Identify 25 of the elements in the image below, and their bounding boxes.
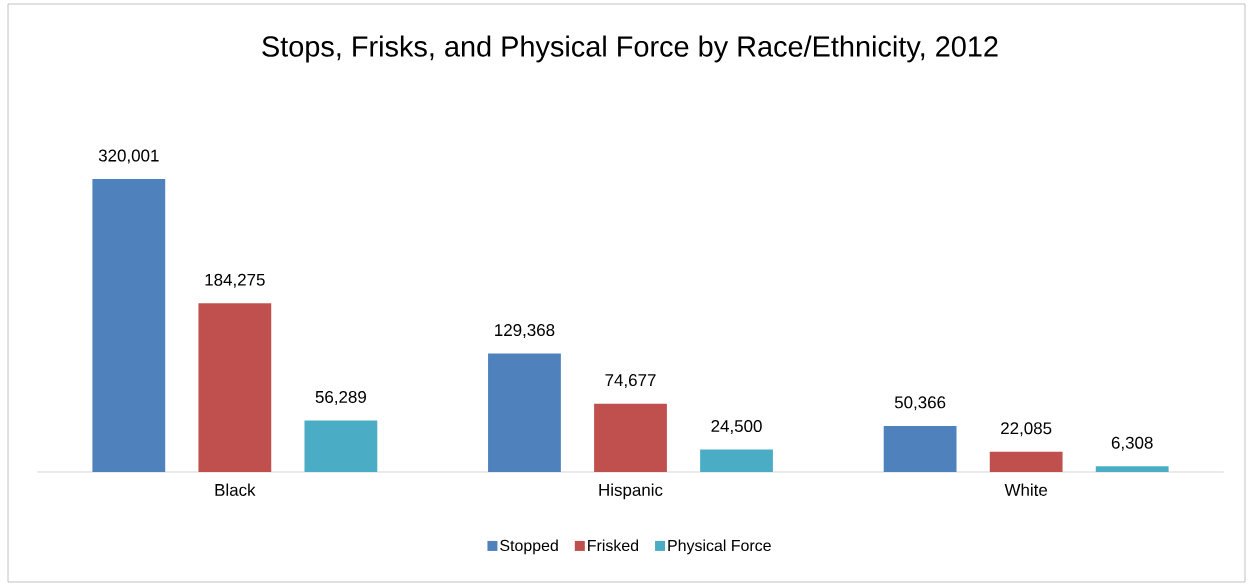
bar — [700, 449, 773, 472]
bar — [92, 179, 166, 472]
bar — [989, 451, 1063, 472]
x-tick-label: Hispanic — [599, 483, 663, 500]
bar — [198, 303, 272, 472]
legend-label: Stopped — [500, 539, 558, 555]
x-tick-label: White — [1004, 483, 1048, 496]
data-label: 56,289 — [315, 390, 366, 405]
bar — [883, 425, 957, 472]
data-label: 24,500 — [711, 420, 762, 435]
legend-label: Physical Force — [668, 539, 771, 555]
data-label: 184,275 — [205, 273, 265, 288]
data-label: 50,366 — [894, 396, 946, 411]
bar — [1095, 466, 1169, 472]
data-label: 22,085 — [1001, 422, 1052, 437]
x-tick-label: Black — [215, 483, 256, 496]
bar — [594, 403, 667, 472]
bar — [304, 420, 378, 472]
data-label: 129,368 — [495, 324, 555, 339]
legend-label: Frisked — [588, 539, 639, 552]
chart-title: Stops, Frisks, and Physical Force by Race/Ethnicity, 2012 — [262, 35, 998, 63]
data-label: 74,677 — [605, 374, 656, 389]
bar — [488, 353, 561, 472]
data-label: 6,308 — [1111, 436, 1153, 451]
data-label: 320,001 — [98, 149, 159, 164]
